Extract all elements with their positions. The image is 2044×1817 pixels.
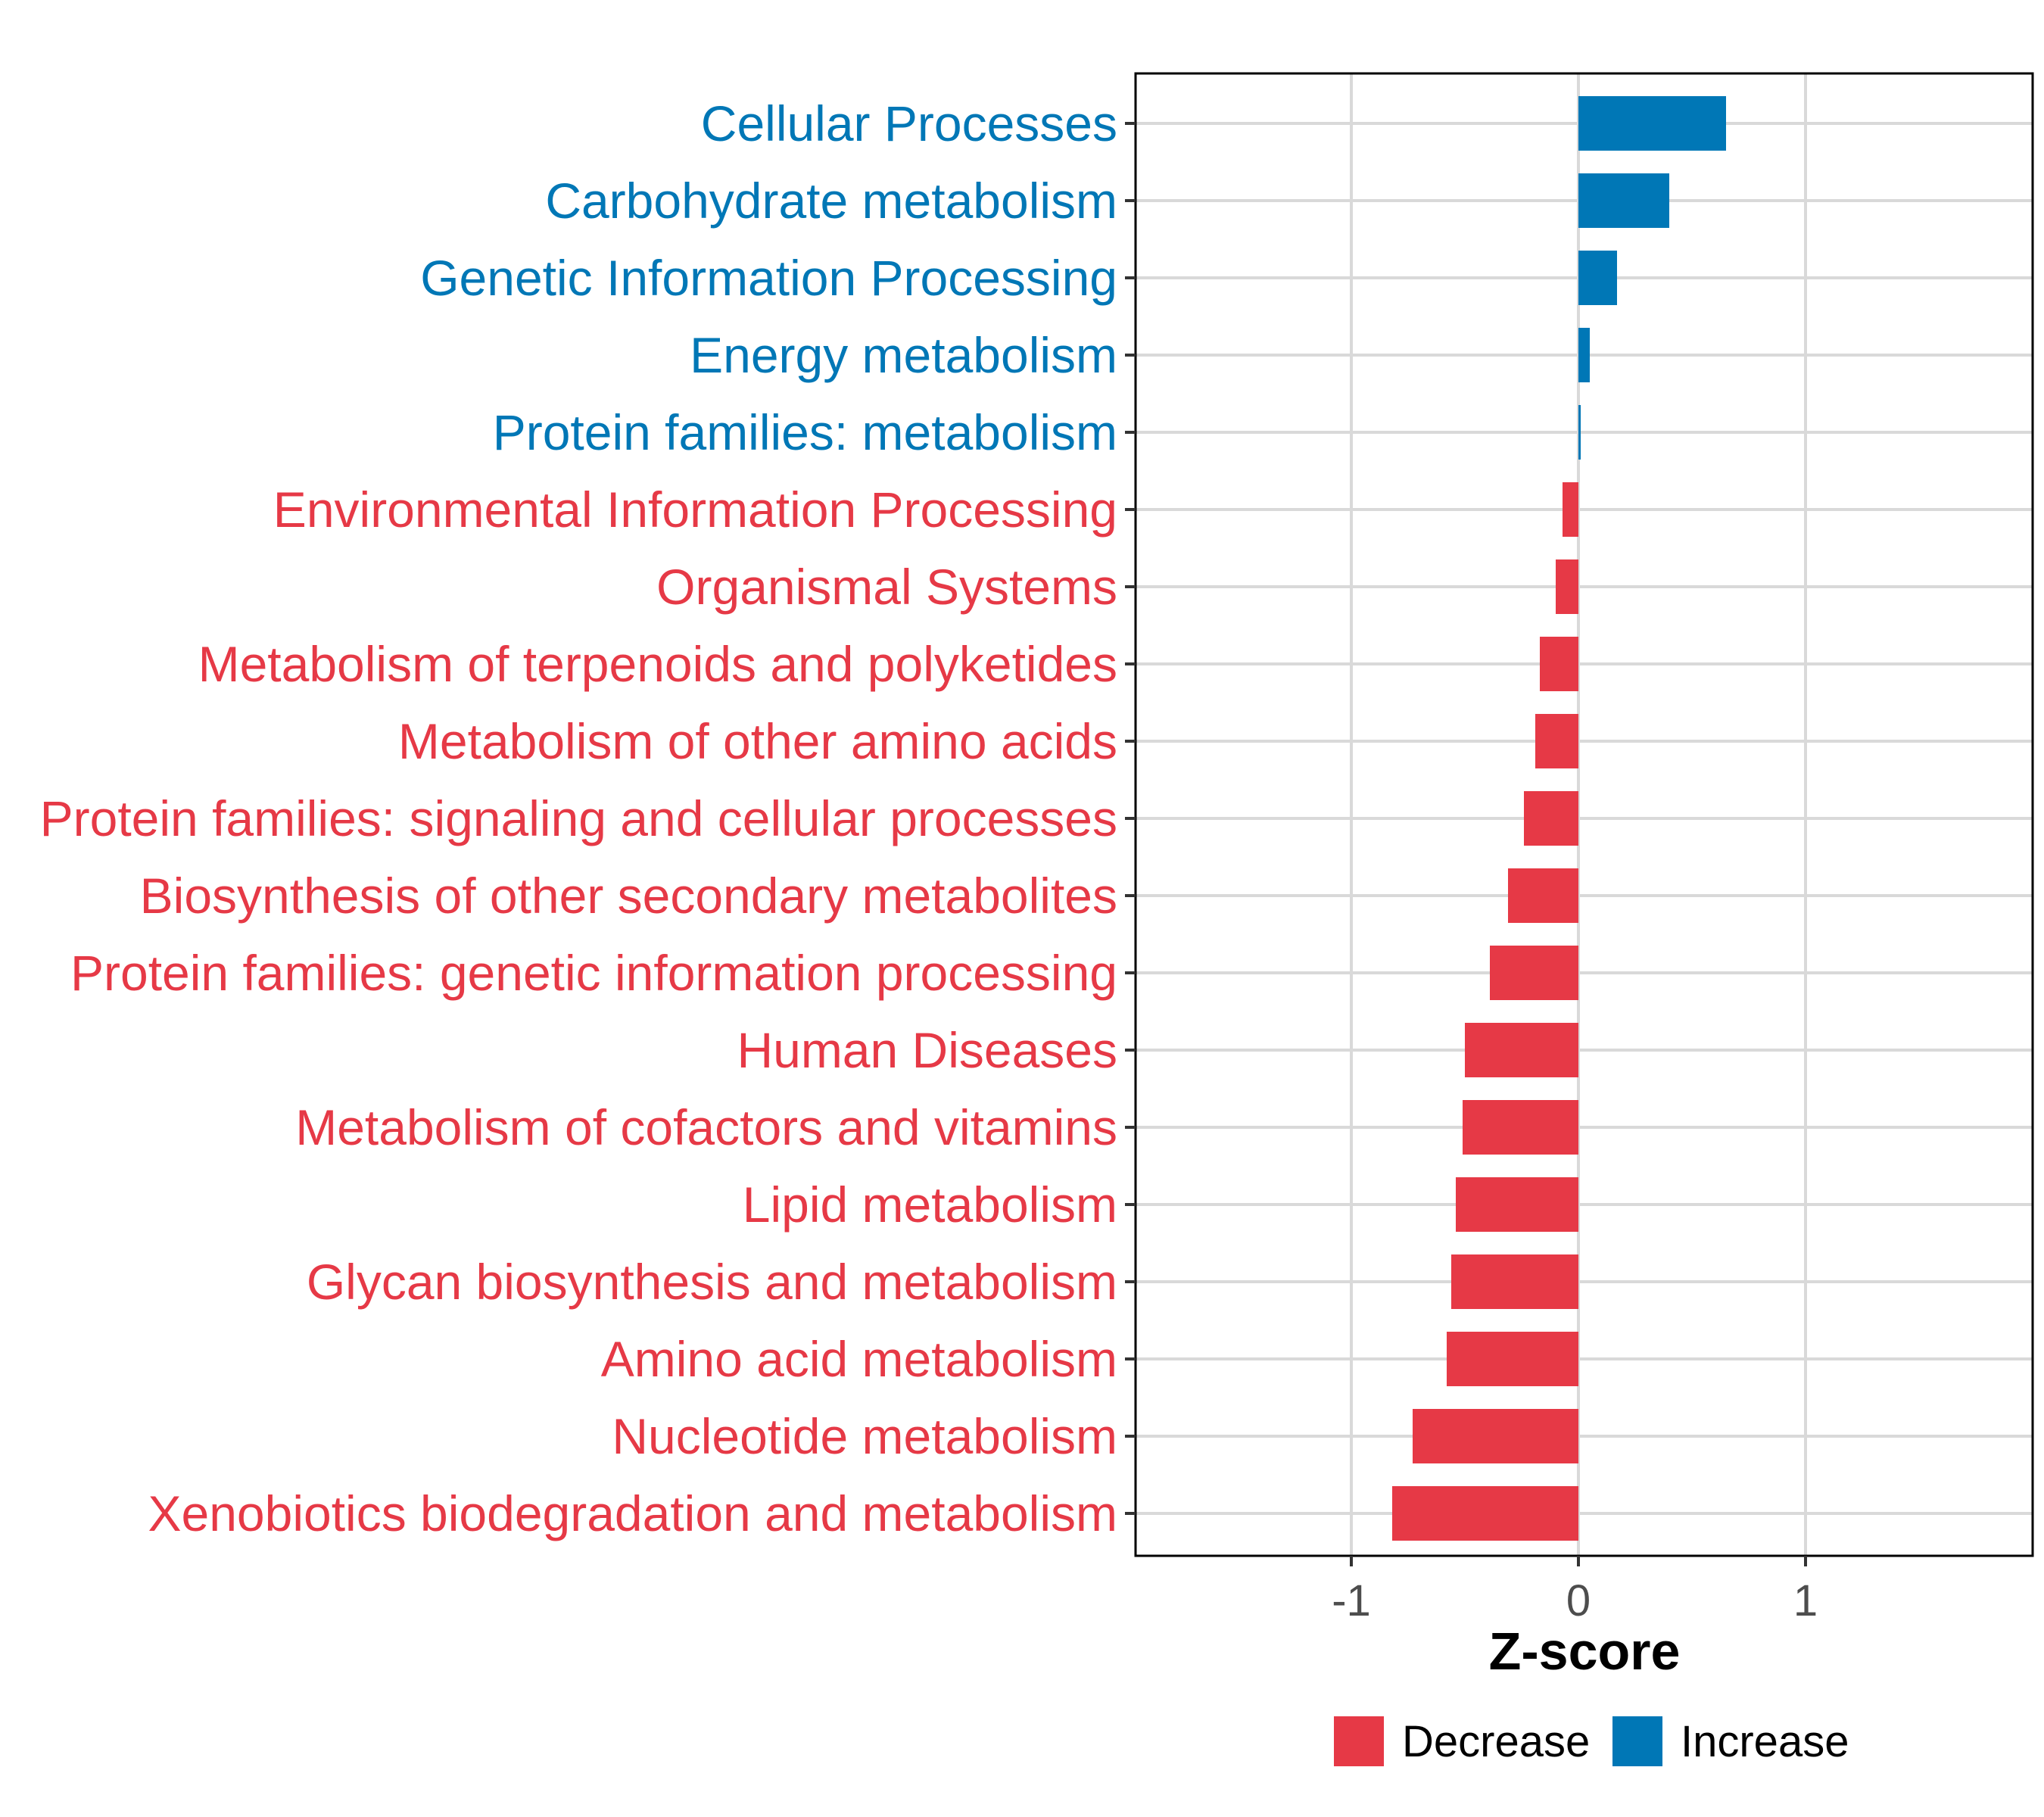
y-tick-label: Metabolism of terpenoids and polyketides bbox=[198, 636, 1117, 692]
legend: Decrease Increase bbox=[1334, 1716, 1849, 1766]
y-tick-label: Xenobiotics biodegradation and metabolis… bbox=[148, 1485, 1118, 1541]
y-tick-label: Organismal Systems bbox=[656, 559, 1117, 615]
x-tick-layer: -1 0 1 bbox=[1332, 1556, 1818, 1625]
x-tick-label: 1 bbox=[1793, 1576, 1818, 1625]
y-tick-label: Protein families: signaling and cellular… bbox=[40, 790, 1117, 846]
y-tick-label: Metabolism of cofactors and vitamins bbox=[295, 1099, 1117, 1155]
bar bbox=[1535, 714, 1578, 768]
bar bbox=[1563, 482, 1578, 537]
bar bbox=[1578, 405, 1581, 460]
bar bbox=[1451, 1254, 1578, 1309]
legend-key-increase bbox=[1612, 1716, 1662, 1766]
y-tick-label: Carbohydrate metabolism bbox=[545, 173, 1117, 229]
y-tick-label: Cellular Processes bbox=[701, 95, 1117, 151]
y-tick-label: Energy metabolism bbox=[690, 327, 1117, 383]
y-label-layer: Cellular Processes Carbohydrate metabolis… bbox=[40, 95, 1117, 1541]
bar-layer bbox=[1392, 96, 1726, 1541]
bar bbox=[1447, 1332, 1578, 1386]
y-tick-label: Nucleotide metabolism bbox=[612, 1408, 1117, 1464]
bar bbox=[1578, 251, 1617, 305]
bar bbox=[1456, 1177, 1578, 1232]
bar bbox=[1540, 637, 1578, 691]
y-tick-label: Human Diseases bbox=[737, 1022, 1117, 1078]
y-tick-label: Genetic Information Processing bbox=[420, 250, 1117, 306]
bar bbox=[1490, 946, 1578, 1000]
bar bbox=[1578, 328, 1590, 382]
y-tick-label: Lipid metabolism bbox=[743, 1177, 1117, 1233]
x-tick-label: -1 bbox=[1332, 1576, 1371, 1625]
bar bbox=[1578, 173, 1669, 228]
x-axis-title: Z-score bbox=[1489, 1622, 1681, 1681]
bar bbox=[1508, 868, 1578, 923]
bar bbox=[1463, 1100, 1578, 1155]
bar bbox=[1524, 791, 1578, 846]
legend-key-decrease bbox=[1334, 1716, 1384, 1766]
panel-border bbox=[1134, 72, 2034, 1557]
legend-label-increase: Increase bbox=[1681, 1717, 1849, 1766]
grid-layer bbox=[1136, 73, 2033, 1556]
y-tick-label: Glycan biosynthesis and metabolism bbox=[307, 1254, 1117, 1310]
bar bbox=[1413, 1409, 1578, 1463]
y-tick-label: Amino acid metabolism bbox=[601, 1331, 1117, 1387]
bar bbox=[1556, 559, 1578, 614]
bar bbox=[1392, 1486, 1578, 1541]
x-tick-label: 0 bbox=[1566, 1576, 1591, 1625]
y-tick-layer bbox=[1125, 122, 1136, 1515]
y-tick-label: Biosynthesis of other secondary metaboli… bbox=[140, 868, 1117, 924]
legend-label-decrease: Decrease bbox=[1402, 1717, 1590, 1766]
y-tick-label: Protein families: genetic information pr… bbox=[70, 945, 1117, 1001]
bar bbox=[1465, 1023, 1578, 1077]
y-tick-label: Metabolism of other amino acids bbox=[398, 713, 1117, 769]
y-tick-label: Protein families: metabolism bbox=[493, 404, 1117, 460]
y-tick-label: Environmental Information Processing bbox=[273, 482, 1117, 538]
bar bbox=[1578, 96, 1726, 151]
